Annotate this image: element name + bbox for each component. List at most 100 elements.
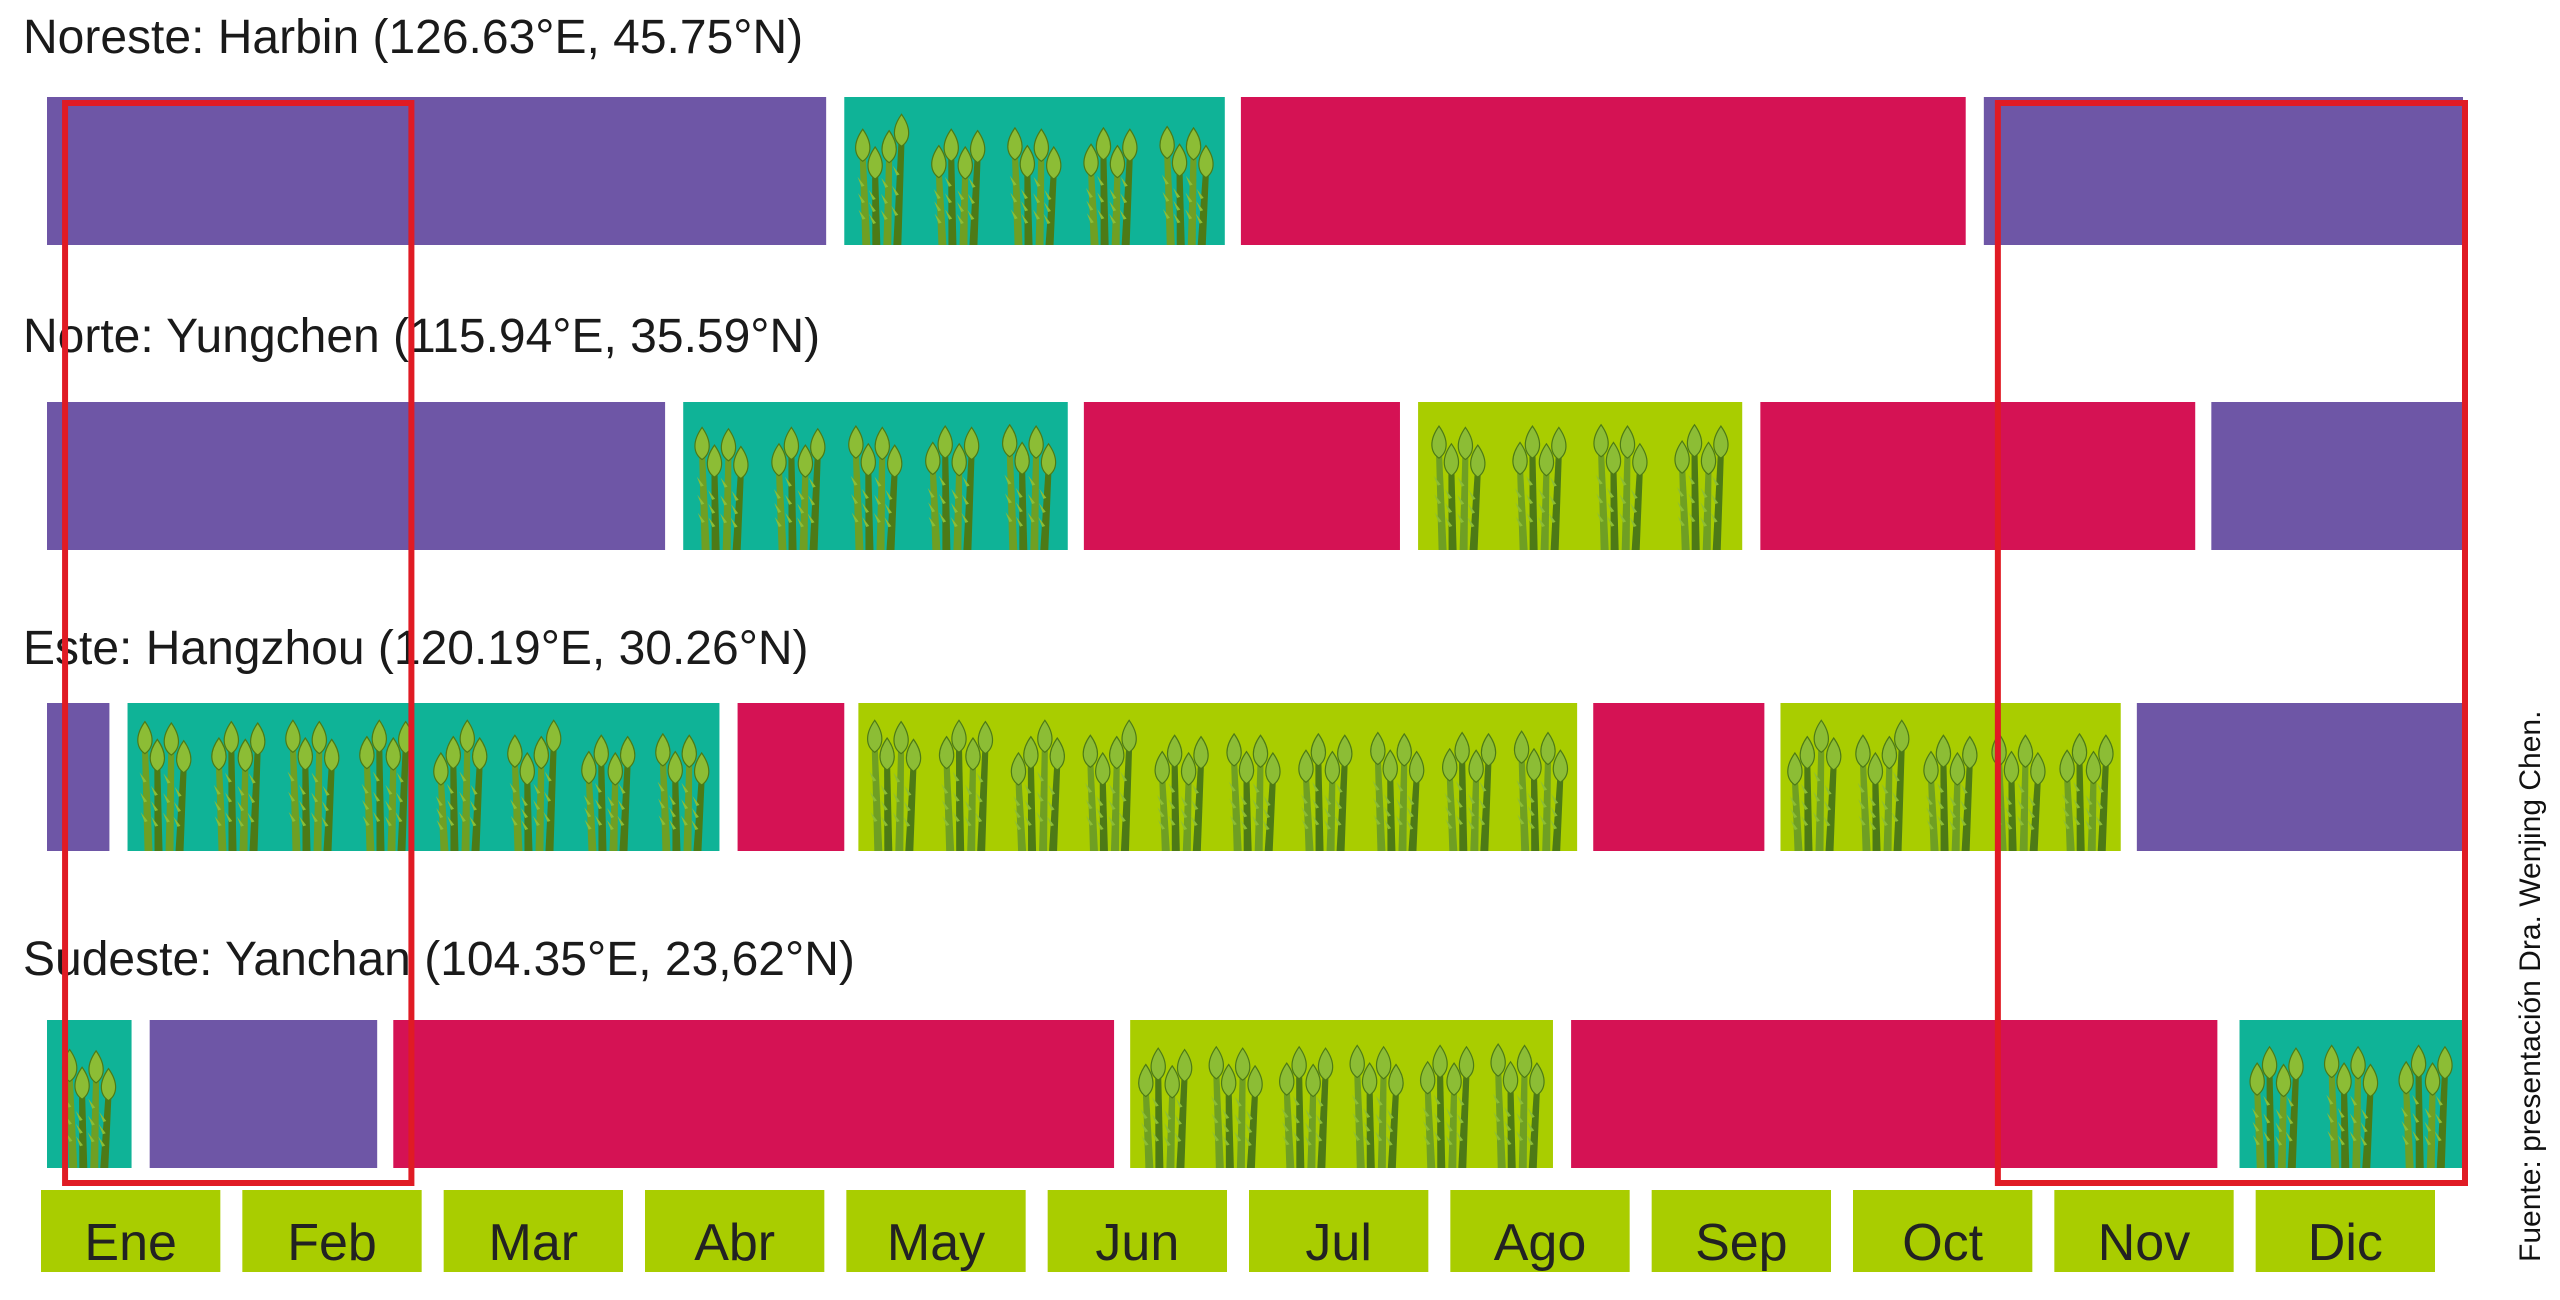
asparagus-bract <box>1456 1113 1464 1124</box>
asparagus-stalk <box>1142 1090 1154 1168</box>
asparagus-bract <box>669 819 677 830</box>
asparagus-tip <box>733 445 749 480</box>
asparagus-tip <box>149 738 166 773</box>
asparagus-bract <box>862 516 870 527</box>
asparagus-bract <box>658 798 666 809</box>
asparagus-tip <box>693 751 710 786</box>
asparagus-bract <box>1161 174 1169 185</box>
month-label: May <box>887 1214 985 1272</box>
asparagus-bract <box>869 213 877 224</box>
asparagus-tip <box>1502 1060 1519 1095</box>
asparagus-bract <box>1151 1096 1159 1107</box>
asparagus-bract <box>2361 1108 2369 1119</box>
month-box-bg <box>1651 1190 1831 1272</box>
asparagus-stalk <box>1024 171 1033 245</box>
asparagus-icon <box>848 425 903 550</box>
asparagus-bract <box>1120 193 1128 204</box>
asparagus-bract <box>2028 807 2036 818</box>
asparagus-bract <box>2350 1095 2358 1106</box>
asparagus-bract <box>891 205 899 216</box>
asparagus-bract <box>396 772 404 783</box>
asparagus-bract <box>708 517 716 528</box>
asparagus-stalk <box>1621 452 1631 550</box>
bar-segment-crimson <box>1571 1020 2218 1168</box>
asparagus-bract <box>692 795 700 806</box>
asparagus-bract <box>1444 792 1452 803</box>
asparagus-bract <box>544 771 552 782</box>
asparagus-tip <box>943 128 959 162</box>
asparagus-tip <box>1468 749 1484 783</box>
asparagus-tip <box>1388 1063 1404 1098</box>
asparagus-bract <box>1119 791 1127 802</box>
asparagus-tip <box>1512 441 1528 476</box>
asparagus-bract <box>962 476 970 487</box>
asparagus-bract <box>1185 175 1193 186</box>
asparagus-stalk <box>905 765 917 851</box>
asparagus-tip <box>681 734 697 768</box>
asparagus-bract <box>1109 188 1117 199</box>
asparagus-bract <box>1252 815 1260 826</box>
asparagus-tip <box>969 129 986 164</box>
asparagus-bract <box>1229 798 1237 809</box>
asparagus-bract <box>1550 806 1558 817</box>
asparagus-bract <box>1959 815 1967 826</box>
asparagus-bract <box>1677 501 1685 512</box>
asparagus-bract <box>1385 1135 1393 1146</box>
asparagus-bract <box>1445 805 1453 816</box>
asparagus-tip <box>951 719 967 754</box>
asparagus-bract <box>1630 502 1638 513</box>
asparagus-icon <box>1513 730 1569 851</box>
segment-fill <box>2136 703 2463 851</box>
asparagus-bract <box>869 771 877 782</box>
asparagus-tip <box>905 738 922 773</box>
asparagus-tip <box>2350 1045 2366 1080</box>
month-box-bg <box>242 1190 422 1272</box>
asparagus-bract <box>1157 794 1165 805</box>
asparagus-bract <box>1824 784 1832 795</box>
asparagus-tip <box>100 1067 117 1102</box>
asparagus-bract <box>1118 811 1126 822</box>
asparagus-tip <box>1949 751 1966 786</box>
asparagus-stalk <box>1550 453 1562 550</box>
asparagus-tip <box>1252 734 1269 768</box>
asparagus-icon <box>1370 731 1425 851</box>
asparagus-bract <box>1312 815 1320 826</box>
asparagus-bract <box>1434 512 1442 523</box>
bar-segment-purple <box>1983 97 2463 245</box>
bar-segment-purple <box>2136 703 2463 851</box>
asparagus-bract <box>1164 1122 1172 1133</box>
asparagus-bract <box>1085 187 1093 198</box>
asparagus-icon <box>1787 719 1842 851</box>
asparagus-bract <box>1455 780 1463 791</box>
asparagus-bract <box>950 516 958 527</box>
asparagus-bract <box>1514 487 1522 498</box>
asparagus-bract <box>1301 819 1309 830</box>
asparagus-bract <box>952 811 960 822</box>
asparagus-bract <box>2285 1131 2293 1142</box>
asparagus-icon <box>1431 425 1486 550</box>
asparagus-bract <box>880 784 888 795</box>
asparagus-bract <box>1119 209 1127 220</box>
asparagus-tip <box>311 720 328 755</box>
asparagus-tip <box>797 444 814 478</box>
asparagus-stalk <box>363 762 375 851</box>
asparagus-tip <box>1538 442 1555 477</box>
asparagus-stalk <box>1398 759 1408 851</box>
asparagus-tip <box>519 751 536 786</box>
segment-fill <box>683 402 1068 550</box>
asparagus-bract <box>857 193 865 204</box>
asparagus-bract <box>1607 487 1615 498</box>
asparagus-tip <box>881 129 897 164</box>
asparagus-stalk <box>1459 758 1468 851</box>
asparagus-tip <box>163 721 180 756</box>
asparagus-stalk <box>1296 1072 1305 1168</box>
asparagus-stalk <box>942 452 951 550</box>
asparagus-stalk <box>699 453 710 550</box>
asparagus-bract <box>1375 1131 1383 1142</box>
asparagus-bract <box>1395 815 1403 826</box>
asparagus-tip <box>1310 732 1327 767</box>
asparagus-stalk <box>659 759 671 851</box>
asparagus-tip <box>938 735 955 770</box>
asparagus-stalk <box>1387 776 1396 851</box>
